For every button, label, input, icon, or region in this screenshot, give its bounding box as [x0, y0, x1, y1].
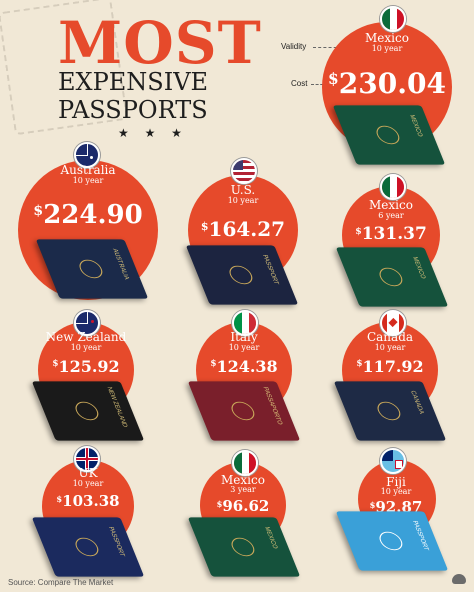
australia-validity: 10 year: [72, 176, 104, 185]
fiji-cost: $92.87: [369, 498, 423, 516]
fiji-passport: PASSPORT: [335, 511, 449, 571]
fiji-flag-icon: [380, 448, 406, 474]
mexico-flag-icon: [380, 6, 406, 32]
us-country: U.S.: [230, 183, 256, 197]
brand-logo-icon: [452, 574, 466, 584]
mexico-3-cost: $96.62: [216, 497, 270, 515]
us-cost: $164.27: [200, 217, 286, 241]
mexico-flag-icon: [380, 174, 406, 200]
australia-country: Australia: [60, 163, 116, 177]
featured-cost: $230.04: [328, 67, 446, 100]
title-main: MOST: [58, 9, 262, 77]
new-zealand-validity: 10 year: [70, 343, 102, 352]
mexico-6-country: Mexico: [369, 198, 413, 212]
italy-validity: 10 year: [228, 343, 260, 352]
featured-country: Mexico: [365, 31, 409, 45]
canada-cost: $117.92: [356, 357, 424, 376]
title-sub: EXPENSIVE PASSPORTS: [58, 68, 209, 124]
us-validity: 10 year: [227, 196, 259, 205]
new-zealand-cost: $125.92: [52, 357, 120, 376]
mexico-3-validity: 3 year: [230, 485, 256, 494]
legend-cost-label: Cost: [291, 79, 308, 88]
legend-validity-label: Validity: [281, 42, 307, 51]
canada-country: Canada: [366, 330, 414, 344]
uk-validity: 10 year: [72, 479, 104, 488]
italy-cost: $124.38: [210, 357, 278, 376]
australia-cost: $224.90: [33, 200, 143, 230]
new-zealand-country: New Zealand: [45, 330, 127, 344]
mexico-3-country: Mexico: [221, 473, 265, 487]
featured-validity: 10 year: [371, 44, 403, 53]
italy-flag-icon: [232, 310, 258, 336]
uk-country: UK: [78, 466, 98, 480]
uk-cost: $103.38: [56, 492, 120, 510]
uk-flag-icon: [74, 446, 100, 472]
new-zealand-flag-icon: [74, 310, 100, 336]
fiji-country: Fiji: [386, 475, 406, 489]
title-stars: ★ ★ ★: [118, 126, 188, 140]
canada-validity: 10 year: [374, 343, 406, 352]
fiji-validity: 10 year: [380, 487, 412, 496]
mexico-6-cost: $131.37: [355, 224, 427, 244]
italy-country: Italy: [230, 330, 258, 344]
mexico-flag-icon: [232, 450, 258, 476]
canada-flag-icon: [380, 310, 406, 336]
australia-flag-icon: [74, 142, 100, 168]
mexico-3-passport: MEXICO: [187, 517, 301, 577]
mexico-6-validity: 6 year: [378, 211, 404, 220]
source-note: Source: Compare The Market: [8, 578, 114, 587]
featured-currency: $: [328, 70, 339, 89]
us-flag-icon: [231, 158, 257, 184]
